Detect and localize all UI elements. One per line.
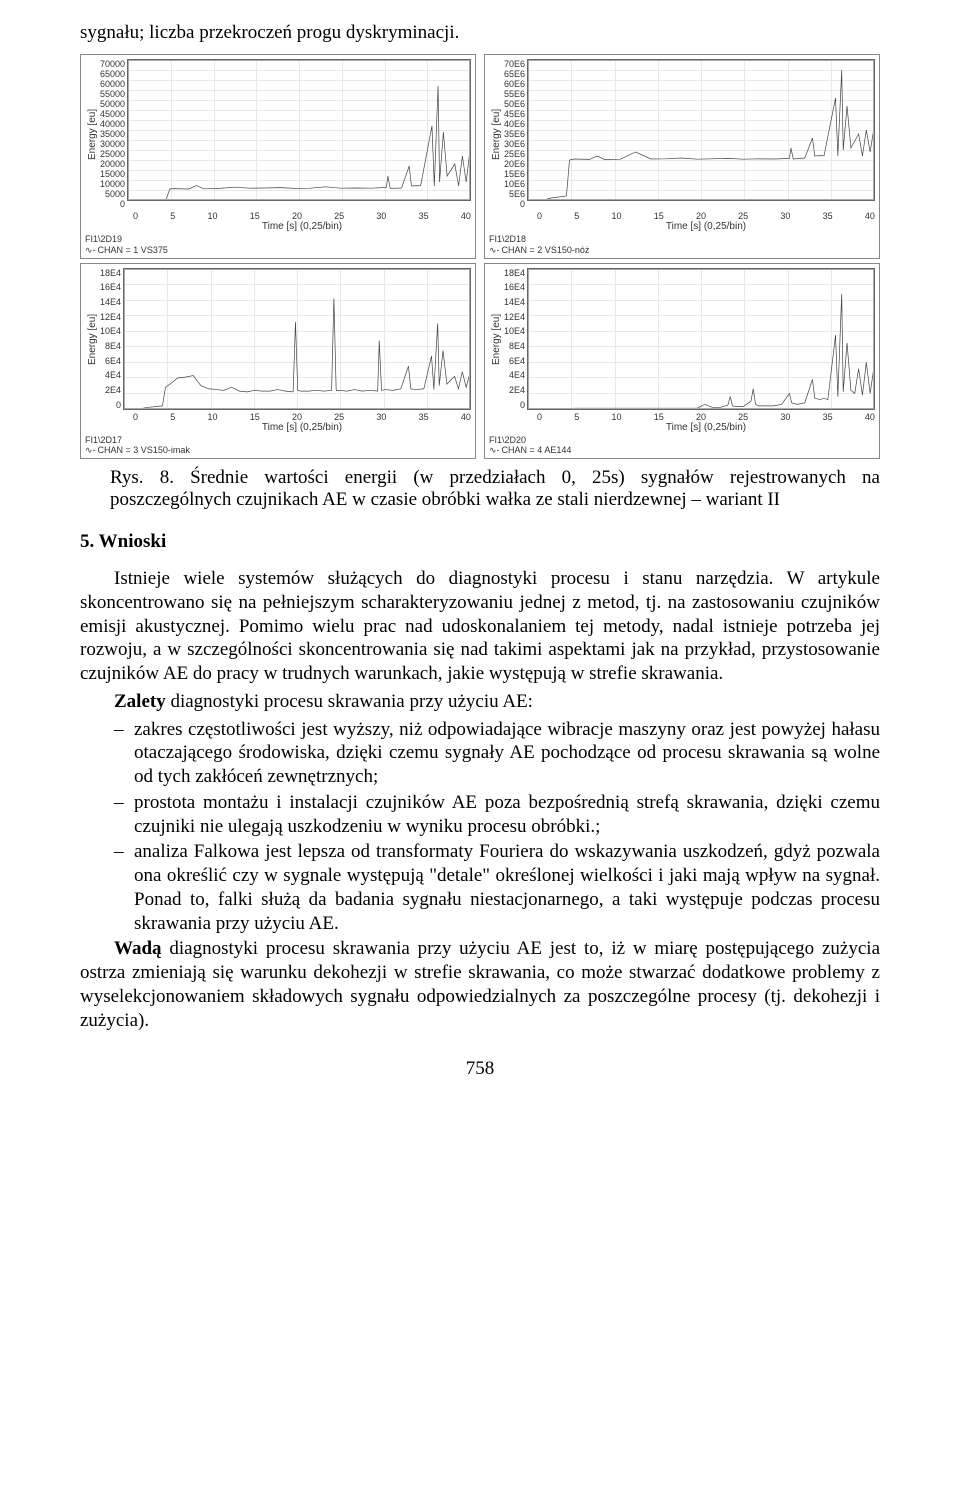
- chart-xlabel: Time [s] (0,25/bin): [537, 422, 875, 433]
- figure-caption: Rys. 8. Średnie wartości energii (w prze…: [80, 467, 880, 511]
- chart-xlabel: Time [s] (0,25/bin): [133, 221, 471, 232]
- chart-xticks: 0510152025303540: [133, 209, 471, 221]
- chart-ylabel: Energy [eu]: [489, 59, 504, 209]
- paragraph-1: Istnieje wiele systemów służących do dia…: [80, 567, 880, 686]
- chart-ylabel: Energy [eu]: [85, 59, 100, 209]
- section-heading: 5. Wnioski: [80, 531, 880, 553]
- zalety-intro: Zalety diagnostyki procesu skrawania prz…: [80, 690, 880, 714]
- chart-yticks: 18E416E414E412E410E48E46E44E42E40: [100, 268, 123, 410]
- chart-footer: FI1\2D20CHAN = 4 AE144: [489, 435, 875, 457]
- chart-xticks: 0510152025303540: [537, 209, 875, 221]
- bullet-item: zakres częstotliwości jest wyższy, niż o…: [80, 718, 880, 789]
- page-intro-text: sygnału; liczba przekroczeń progu dyskry…: [80, 22, 880, 44]
- bullet-item: prostota montażu i instalacji czujników …: [80, 791, 880, 839]
- zalety-label: Zalety: [114, 691, 166, 712]
- chart-plot-area: [527, 59, 875, 201]
- chart-yticks: 7000065000600005500050000450004000035000…: [100, 59, 127, 209]
- chart-xlabel: Time [s] (0,25/bin): [133, 422, 471, 433]
- wada-rest: diagnostyki procesu skrawania przy użyci…: [80, 938, 880, 1030]
- chart-plot-area: [123, 268, 471, 410]
- chart-ylabel: Energy [eu]: [489, 268, 504, 410]
- chart-footer: FI1\2D19CHAN = 1 VS375: [85, 234, 471, 256]
- chart-panel: Energy [eu]70000650006000055000500004500…: [80, 54, 476, 259]
- bullet-list: zakres częstotliwości jest wyższy, niż o…: [80, 718, 880, 936]
- page-number: 758: [80, 1058, 880, 1080]
- charts-grid: Energy [eu]70000650006000055000500004500…: [80, 54, 880, 459]
- chart-footer: FI1\2D17CHAN = 3 VS150-imak: [85, 435, 471, 457]
- chart-footer: FI1\2D18CHAN = 2 VS150-nóż: [489, 234, 875, 256]
- chart-plot-area: [127, 59, 471, 201]
- wada-paragraph: Wadą diagnostyki procesu skrawania przy …: [80, 937, 880, 1032]
- chart-xlabel: Time [s] (0,25/bin): [537, 221, 875, 232]
- chart-panel: Energy [eu]18E416E414E412E410E48E46E44E4…: [484, 263, 880, 460]
- zalety-rest: diagnostyki procesu skrawania przy użyci…: [166, 691, 533, 712]
- body-text: Istnieje wiele systemów służących do dia…: [80, 567, 880, 1032]
- chart-panel: Energy [eu]18E416E414E412E410E48E46E44E4…: [80, 263, 476, 460]
- chart-panel: Energy [eu]70E665E660E655E650E645E640E63…: [484, 54, 880, 259]
- bullet-item: analiza Falkowa jest lepsza od transform…: [80, 840, 880, 935]
- chart-xticks: 0510152025303540: [537, 410, 875, 422]
- chart-yticks: 18E416E414E412E410E48E46E44E42E40: [504, 268, 527, 410]
- chart-ylabel: Energy [eu]: [85, 268, 100, 410]
- chart-yticks: 70E665E660E655E650E645E640E635E630E625E6…: [504, 59, 527, 209]
- chart-xticks: 0510152025303540: [133, 410, 471, 422]
- chart-plot-area: [527, 268, 875, 410]
- wada-label: Wadą: [114, 938, 162, 959]
